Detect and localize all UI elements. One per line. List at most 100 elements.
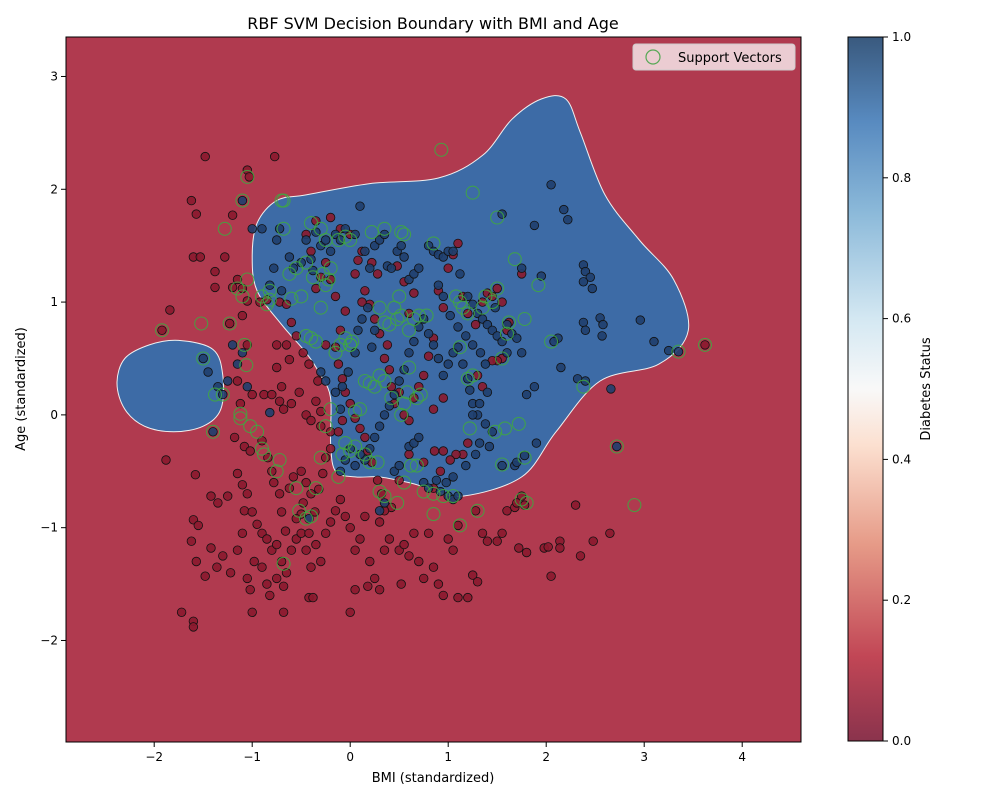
scatter-point — [321, 235, 331, 245]
scatter-point — [468, 570, 478, 580]
scatter-point — [463, 308, 473, 319]
support-vector-marker — [345, 334, 360, 349]
scatter-point — [301, 235, 311, 245]
scatter-point — [353, 255, 363, 265]
scatter-point — [218, 389, 228, 400]
scatter-point — [414, 263, 424, 273]
scatter-point — [521, 547, 532, 558]
support-vector-marker — [299, 255, 314, 270]
scatter-point — [355, 201, 365, 211]
scatter-point — [357, 297, 367, 307]
scatter-point — [443, 534, 453, 544]
support-vector-marker — [470, 503, 485, 518]
scatter-point — [227, 210, 238, 220]
scatter-point — [399, 365, 409, 375]
support-vector-marker — [394, 407, 409, 422]
scatter-point — [453, 491, 463, 501]
scatter-point — [265, 590, 275, 601]
support-vector-marker — [411, 308, 426, 323]
x-tick-label: −2 — [145, 750, 163, 764]
plot-area — [65, 36, 802, 743]
scatter-point — [157, 325, 167, 336]
support-vector-marker — [194, 316, 209, 331]
support-vector-marker — [401, 323, 417, 338]
scatter-point — [330, 291, 341, 302]
scatter-point — [502, 506, 512, 516]
support-vector-marker — [303, 216, 319, 231]
scatter-point — [470, 449, 481, 460]
scatter-point — [198, 353, 208, 364]
scatter-point — [262, 534, 272, 544]
scatter-point — [316, 556, 326, 567]
scatter-point — [461, 460, 471, 471]
support-vector-marker — [384, 390, 399, 406]
support-vector-marker — [488, 424, 503, 439]
scatter-point — [188, 622, 199, 632]
scatter-point — [379, 545, 390, 555]
scatter-point — [468, 340, 478, 350]
scatter-point — [229, 432, 240, 443]
scatter-point — [284, 252, 295, 262]
support-vector-marker — [507, 252, 522, 267]
support-vector-marker — [490, 281, 505, 296]
scatter-point — [529, 382, 540, 392]
scatter-point — [549, 336, 559, 347]
scatter-point — [428, 404, 439, 414]
scatter-point — [206, 491, 216, 501]
scatter-point — [357, 314, 367, 324]
scatter-point — [242, 573, 253, 584]
scatter-point — [480, 419, 491, 429]
support-vector-marker — [460, 306, 475, 321]
scatter-point — [350, 229, 360, 240]
scatter-point — [399, 539, 409, 550]
scatter-point — [461, 331, 471, 341]
colorbar-tick-label: 0.2 — [892, 593, 911, 607]
scatter-point — [572, 374, 583, 384]
support-vector-marker — [235, 289, 250, 304]
support-vector-marker — [323, 261, 338, 276]
colorbar: 0.0 0.2 0.4 0.6 0.8 1.0 Diabetes Status — [847, 30, 934, 748]
scatter-point — [370, 573, 380, 584]
support-vector-marker — [276, 221, 291, 236]
support-vector-marker — [318, 278, 333, 293]
scatter-point — [220, 252, 230, 262]
support-vector-marker — [331, 469, 346, 484]
scatter-point — [232, 274, 243, 285]
support-vector-marker — [452, 340, 468, 355]
scatter-point — [360, 246, 370, 257]
scatter-point — [514, 543, 524, 553]
scatter-point — [325, 517, 336, 527]
scatter-point — [267, 466, 277, 477]
support-vector-marker — [237, 337, 252, 352]
support-vector-marker — [495, 457, 510, 472]
scatter-point — [605, 528, 615, 539]
scatter-point — [396, 240, 406, 251]
scatter-point — [438, 446, 449, 456]
scatter-point — [259, 389, 269, 400]
scatter-point — [463, 291, 473, 302]
scatter-point — [441, 477, 451, 488]
class1-points — [198, 180, 684, 524]
y-tick-label: −2 — [40, 633, 58, 647]
scatter-point — [423, 329, 434, 339]
scatter-point — [235, 398, 246, 409]
scatter-point — [193, 520, 204, 531]
scatter-point — [340, 306, 351, 316]
support-vector-marker — [452, 518, 468, 533]
scatter-point — [470, 506, 481, 516]
scatter-point — [340, 224, 351, 234]
scatter-point — [423, 351, 434, 361]
support-vector-marker — [465, 185, 480, 200]
scatter-point — [472, 577, 483, 587]
scatter-point — [474, 398, 485, 409]
support-vector-marker — [272, 452, 287, 468]
scatter-point — [443, 359, 453, 369]
scatter-point — [350, 269, 360, 279]
scatter-point — [448, 246, 458, 257]
support-vector-marker — [403, 458, 419, 473]
support-vector-marker — [465, 368, 480, 383]
scatter-point — [291, 514, 302, 524]
support-vector-marker — [343, 443, 358, 459]
support-vector-marker — [308, 334, 323, 349]
scatter-point — [281, 299, 292, 310]
